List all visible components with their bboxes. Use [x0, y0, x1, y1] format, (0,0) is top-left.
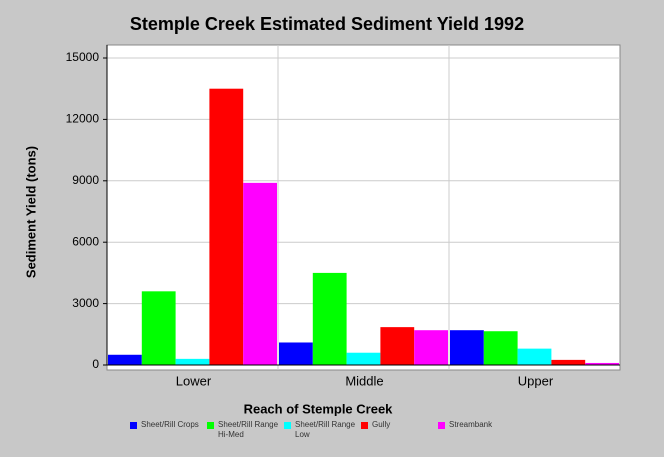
legend-item: Sheet/Rill Range Low: [284, 420, 357, 440]
legend-item: Sheet/Rill Crops: [130, 420, 203, 430]
x-tick-label: Lower: [176, 373, 212, 388]
bar: [450, 330, 484, 365]
bar: [346, 352, 381, 365]
bar: [108, 354, 142, 365]
bar: [380, 327, 415, 365]
legend-item: Streambank: [438, 420, 511, 430]
legend-swatch: [438, 422, 445, 429]
legend-item: Sheet/Rill Range Hi-Med: [207, 420, 280, 440]
legend-label: Streambank: [449, 420, 493, 429]
y-tick-label: 3000: [72, 296, 99, 310]
plot-area: [106, 44, 621, 371]
bar: [414, 330, 448, 365]
legend-swatch: [207, 422, 214, 429]
legend-item: Gully: [361, 420, 434, 430]
legend-label: Sheet/Rill Crops: [141, 420, 199, 429]
y-tick-label: 9000: [72, 173, 99, 187]
y-tick-label: 0: [92, 357, 99, 371]
y-tick-label: 15000: [66, 50, 100, 64]
x-tick-label: Middle: [345, 373, 383, 388]
legend-label: Sheet/Rill Range Low: [295, 420, 356, 439]
bar: [585, 362, 619, 365]
legend-swatch: [284, 422, 291, 429]
y-axis-label: Sediment Yield (tons): [23, 146, 38, 278]
y-tick-label: 12000: [66, 112, 100, 126]
bar: [243, 182, 277, 365]
legend-label: Gully: [372, 420, 391, 429]
bar: [279, 342, 313, 365]
y-tick-label: 6000: [72, 234, 99, 248]
legend-label: Sheet/Rill Range Hi-Med: [218, 420, 279, 439]
legend-swatch: [361, 422, 368, 429]
bar: [551, 359, 586, 365]
bar: [312, 272, 347, 365]
bar: [175, 358, 210, 365]
bar: [483, 331, 518, 365]
x-tick-label: Upper: [518, 373, 554, 388]
x-axis-label: Reach of Stemple Creek: [244, 401, 394, 416]
legend-swatch: [130, 422, 137, 429]
chart-title: Stemple Creek Estimated Sediment Yield 1…: [130, 14, 524, 34]
bar: [517, 348, 552, 365]
bar: [209, 88, 244, 365]
bar: [141, 291, 176, 365]
